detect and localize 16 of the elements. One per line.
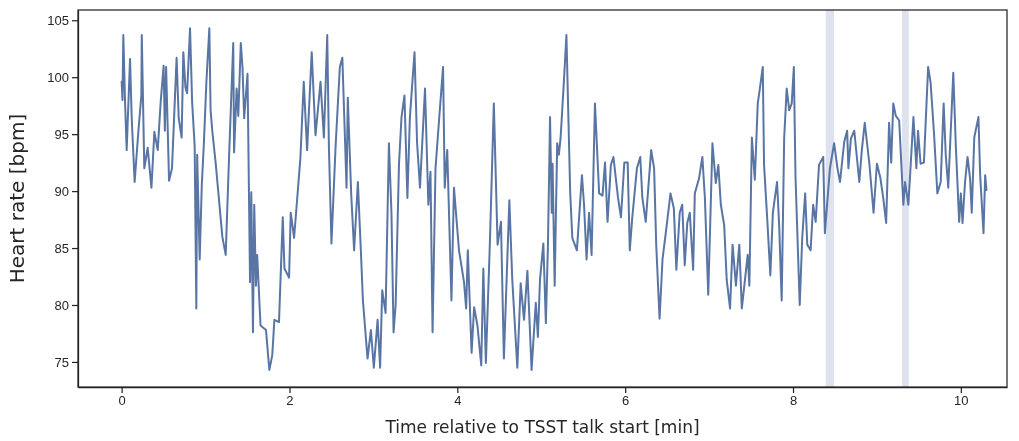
x-tick-label: 2 (286, 393, 294, 409)
x-tick-label: 0 (118, 393, 126, 409)
y-tick-label: 80 (54, 297, 69, 313)
x-tick-label: 6 (622, 393, 630, 409)
x-tick-label: 10 (954, 393, 969, 409)
y-tick-label: 100 (47, 69, 69, 85)
x-tick-label: 4 (454, 393, 462, 409)
y-tick-label: 85 (54, 240, 69, 256)
x-tick-label: 8 (789, 393, 798, 409)
y-tick-label: 90 (54, 183, 69, 199)
y-tick-label: 105 (47, 12, 69, 28)
x-axis-title: Time relative to TSST talk start [min] (384, 417, 700, 437)
y-tick-label: 75 (54, 354, 69, 370)
y-tick-label: 95 (54, 126, 69, 142)
line-series (120, 27, 988, 371)
y-axis-title: Heart rate [bpm] (5, 113, 29, 284)
